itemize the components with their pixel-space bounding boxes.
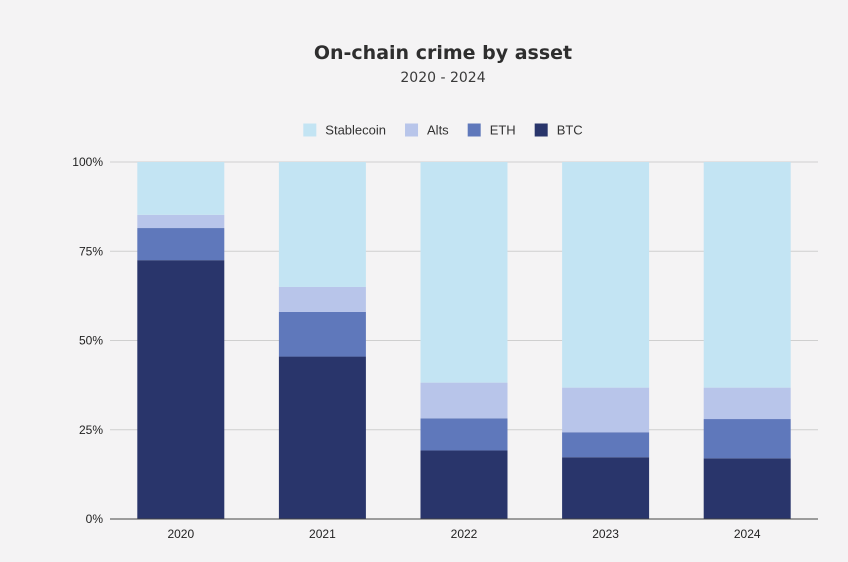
y-tick-label: 50%	[79, 334, 103, 348]
legend-label: Stablecoin	[325, 123, 386, 138]
legend-swatch	[303, 123, 317, 137]
bar-segment-alts-2022	[420, 382, 508, 419]
legend-label: BTC	[557, 123, 583, 138]
legend-item-btc: BTC	[534, 123, 583, 138]
x-tick-label: 2023	[592, 527, 619, 541]
x-tick-label: 2021	[309, 527, 336, 541]
bar-segment-btc-2023	[562, 457, 650, 519]
bar-segment-alts-2021	[278, 286, 366, 312]
bar-segment-eth-2021	[278, 311, 366, 357]
y-tick-label: 75%	[79, 244, 103, 258]
bar-segment-btc-2024	[703, 458, 791, 519]
y-tick-label: 25%	[79, 423, 103, 437]
bar-segment-stablecoin-2020	[137, 162, 225, 215]
legend-item-stablecoin: Stablecoin	[303, 123, 386, 138]
legend-item-eth: ETH	[467, 123, 516, 138]
legend-item-alts: Alts	[405, 123, 449, 138]
bar-segment-stablecoin-2024	[703, 162, 791, 388]
bar-segment-btc-2022	[420, 450, 508, 519]
legend-swatch	[534, 123, 548, 137]
bars	[137, 162, 791, 519]
y-tick-label: 100%	[72, 155, 103, 169]
legend-swatch	[405, 123, 419, 137]
bar-segment-eth-2024	[703, 419, 791, 459]
legend-label: ETH	[490, 123, 516, 138]
bar-segment-eth-2020	[137, 228, 225, 261]
bar-segment-stablecoin-2022	[420, 162, 508, 383]
chart-title: On-chain crime by asset	[313, 42, 573, 64]
x-tick-label: 2024	[734, 527, 761, 541]
bar-segment-alts-2024	[703, 387, 791, 420]
bar-segment-eth-2023	[562, 432, 650, 458]
x-tick-label: 2020	[167, 527, 194, 541]
bar-segment-btc-2020	[137, 260, 225, 519]
legend-label: Alts	[427, 123, 449, 138]
legend-swatch	[467, 123, 481, 137]
chart-subtitle: 2020 - 2024	[400, 70, 486, 86]
legend: Stablecoin Alts ETH BTC	[303, 123, 583, 138]
bar-segment-stablecoin-2021	[278, 162, 366, 287]
bar-segment-alts-2020	[137, 214, 225, 229]
y-tick-label: 0%	[86, 512, 104, 526]
bar-segment-alts-2023	[562, 387, 650, 433]
bar-segment-stablecoin-2023	[562, 162, 650, 388]
bar-segment-eth-2022	[420, 418, 508, 451]
axes: 0% 25% 50% 75% 100% 2020 2021 2022 2023 2024	[72, 155, 818, 541]
x-tick-label: 2022	[451, 527, 478, 541]
bar-segment-btc-2021	[278, 356, 366, 519]
